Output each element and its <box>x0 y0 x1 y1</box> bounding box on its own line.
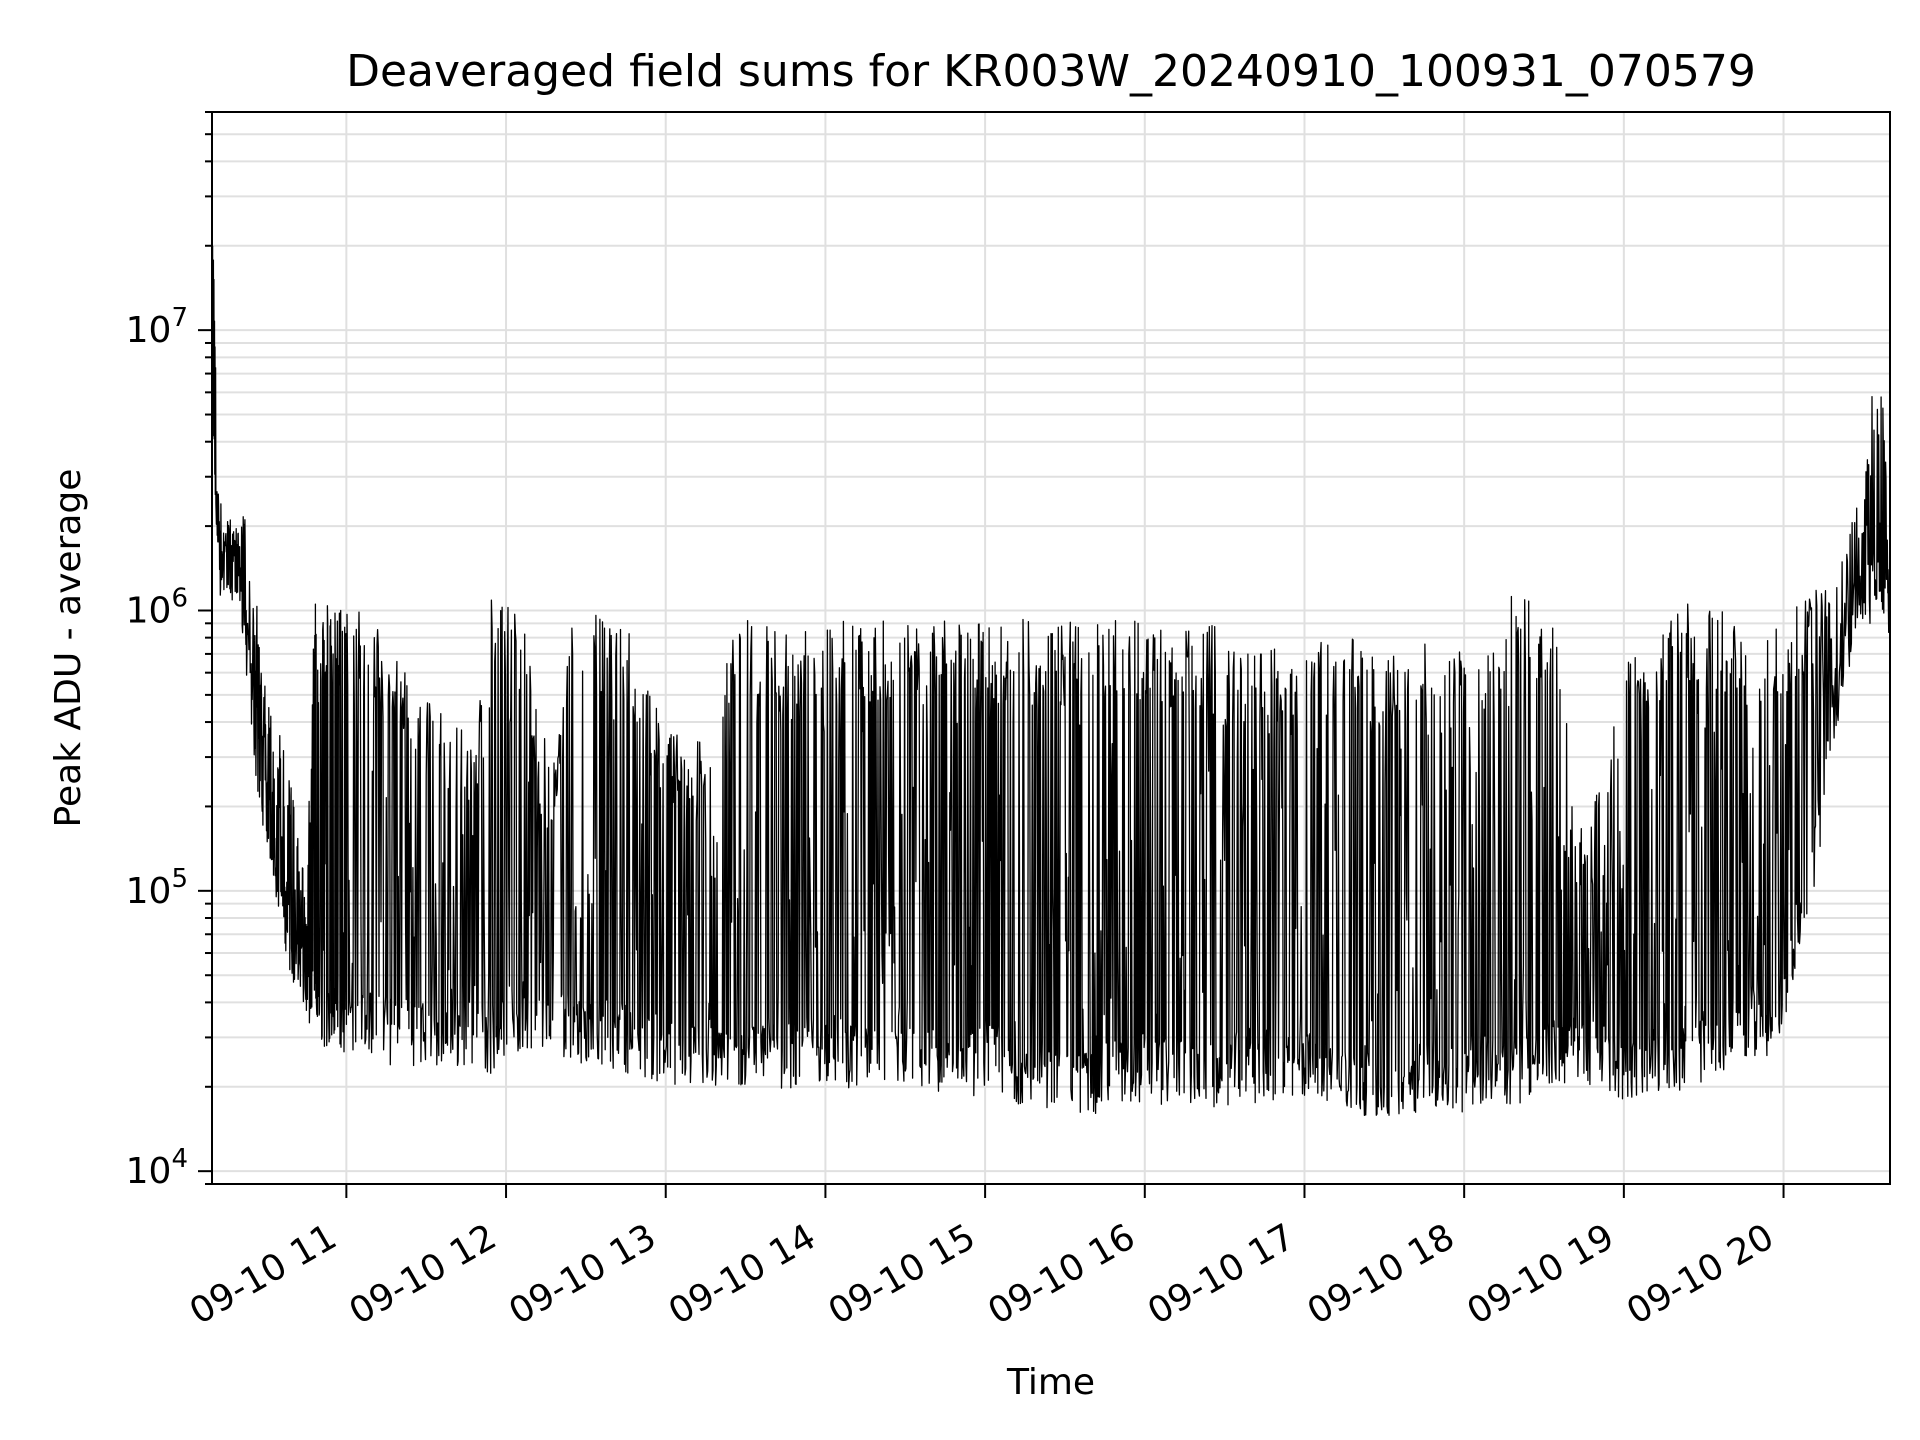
y-tick-label: 106 <box>126 583 188 631</box>
chart-title: Deaveraged field sums for KR003W_2024091… <box>346 46 1756 97</box>
y-tick-label: 105 <box>126 864 188 912</box>
plot-frame <box>211 111 1891 1185</box>
data-series <box>211 186 1891 1117</box>
y-tick-label: 104 <box>126 1144 188 1192</box>
y-tick-label: 107 <box>126 303 188 351</box>
series-line <box>211 186 1891 1117</box>
y-axis-label: Peak ADU - average <box>48 469 89 828</box>
x-axis-label: Time <box>1006 1362 1095 1403</box>
